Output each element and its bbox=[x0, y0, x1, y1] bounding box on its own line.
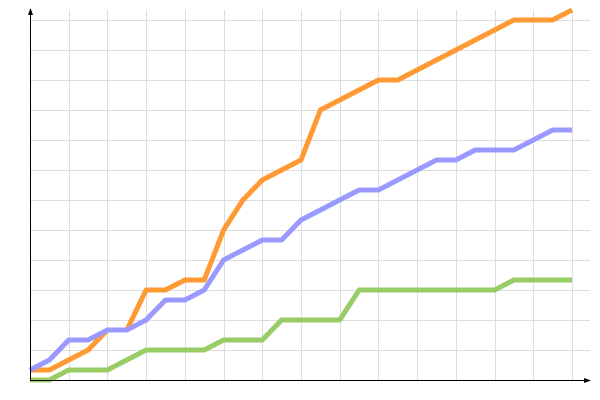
grid bbox=[30, 10, 590, 380]
x-axis-arrow-icon bbox=[584, 378, 591, 383]
series-line-2 bbox=[28, 127, 572, 373]
axes bbox=[28, 8, 591, 383]
series-line-3 bbox=[30, 277, 572, 383]
series-lines bbox=[28, 7, 574, 383]
y-axis-arrow-icon bbox=[28, 8, 33, 15]
